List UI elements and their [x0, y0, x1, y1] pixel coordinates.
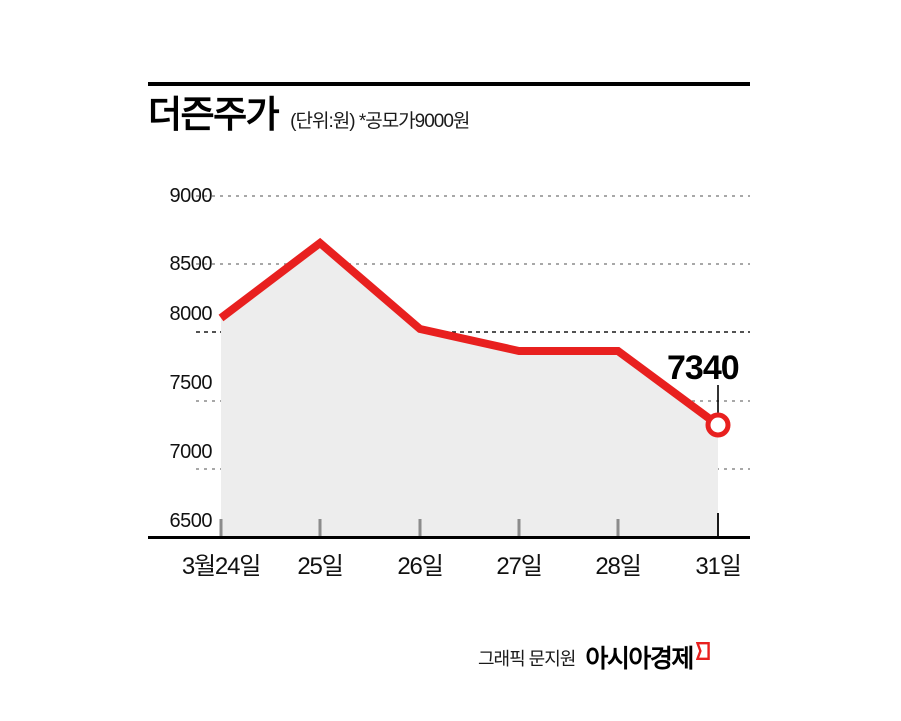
xtick-label-4: 28일 [595, 553, 641, 580]
xtick-label-0: 3월24일 [181, 553, 261, 580]
publisher-name: 아시아경제 [585, 644, 694, 673]
ytick-label-9000: 9000 [169, 185, 213, 207]
xtick-label-2: 26일 [397, 553, 443, 580]
header-top-rule [148, 82, 750, 86]
endpoint-marker [705, 412, 731, 438]
endpoint-value-label: 7340 [667, 349, 740, 387]
graphic-credit: 그래픽 문지원 [478, 649, 576, 669]
xtick-label-3: 27일 [496, 553, 542, 580]
ytick-label-6500: 6500 [169, 510, 213, 532]
ytick-label-8500: 8500 [169, 253, 213, 275]
area-fill [221, 243, 718, 537]
page-title: 더즌주가 [148, 94, 280, 135]
ytick-label-7000: 7000 [169, 441, 213, 463]
xtick-label-5: 31일 [695, 553, 741, 580]
flag-mark-icon [695, 642, 710, 660]
chart-header: 더즌주가 (단위:원) *공모가9000원 [148, 96, 768, 148]
gridlines [196, 195, 750, 470]
chart-subtitle: (단위:원) *공모가9000원 [290, 111, 470, 132]
ytick-label-8000: 8000 [169, 303, 213, 325]
footer-credit: 그래픽 문지원 아시아경제 [478, 642, 710, 674]
data-line [218, 237, 721, 429]
ytick-label-7500: 7500 [169, 372, 213, 394]
x-tick-marks [219, 513, 719, 537]
xtick-label-1: 25일 [297, 553, 343, 580]
